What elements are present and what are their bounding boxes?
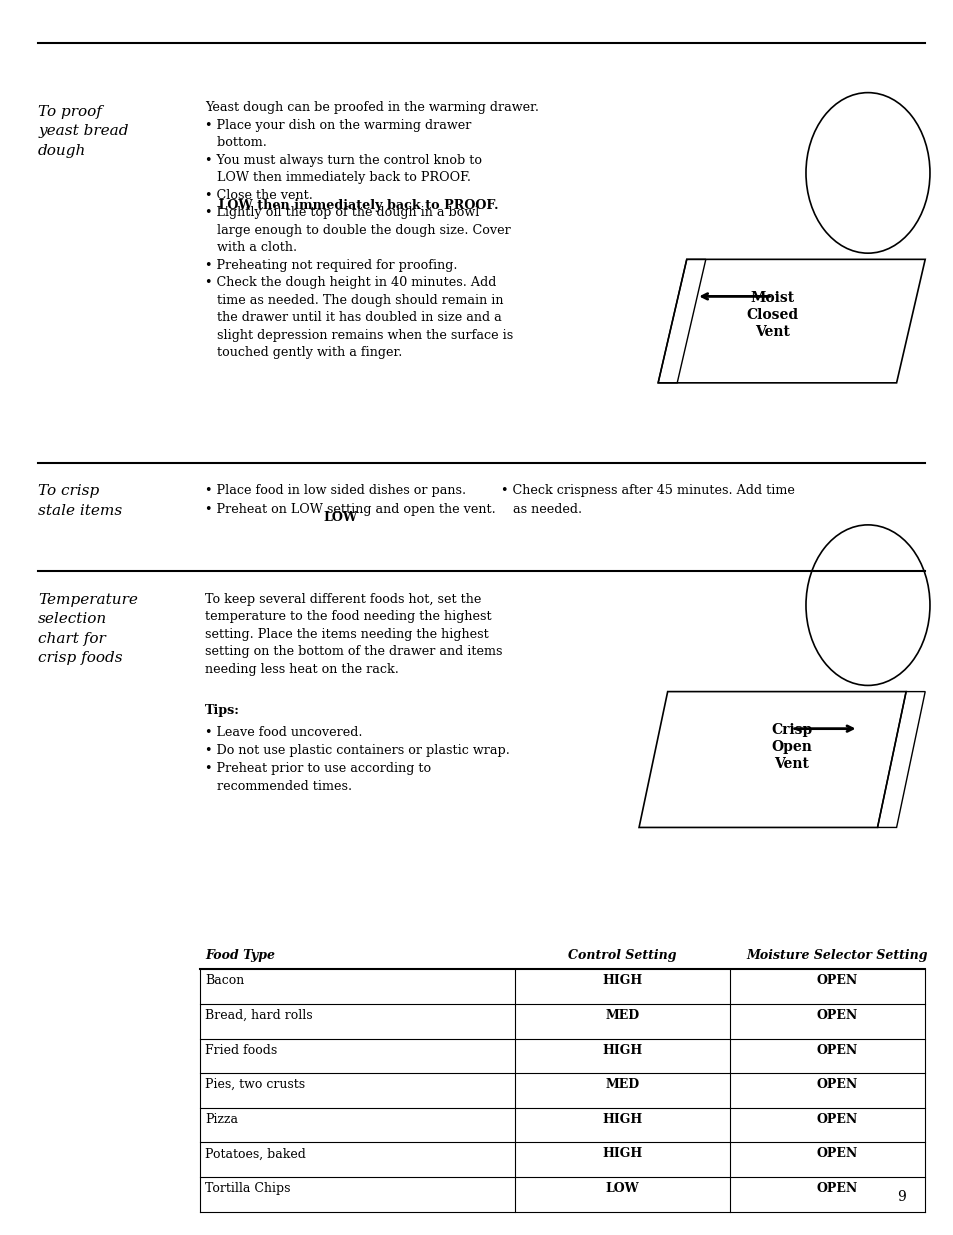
Text: • Place food in low sided dishes or pans.
• Preheat on LOW setting and open the : • Place food in low sided dishes or pans… [205,484,496,516]
Text: LOW then immediately back to PROOF.: LOW then immediately back to PROOF. [205,199,498,212]
Text: OPEN: OPEN [816,974,857,988]
Text: HIGH: HIGH [601,1044,641,1057]
Text: OPEN: OPEN [816,1182,857,1195]
Text: Moisture Selector Setting: Moisture Selector Setting [745,948,926,962]
Text: Fried foods: Fried foods [205,1044,277,1057]
Text: 9: 9 [897,1191,905,1204]
Text: Yeast dough can be proofed in the warming drawer.
• Place your dish on the warmi: Yeast dough can be proofed in the warmin… [205,101,538,359]
Text: OPEN: OPEN [816,1078,857,1092]
Text: Control Setting: Control Setting [568,948,676,962]
Text: OPEN: OPEN [816,1147,857,1161]
Text: Bread, hard rolls: Bread, hard rolls [205,1009,313,1023]
Text: To crisp
stale items: To crisp stale items [38,484,122,517]
Text: OPEN: OPEN [816,1044,857,1057]
Text: Moist
Closed
Vent: Moist Closed Vent [746,290,798,340]
Text: Potatoes, baked: Potatoes, baked [205,1147,306,1161]
Text: MED: MED [604,1078,639,1092]
Text: To proof
yeast bread
dough: To proof yeast bread dough [38,105,129,158]
Text: HIGH: HIGH [601,1147,641,1161]
Text: HIGH: HIGH [601,974,641,988]
Text: Tips:: Tips: [205,704,240,718]
Text: LOW: LOW [323,511,357,524]
Text: • Preheat on LOW setting and open the vent.: • Preheat on LOW setting and open the ve… [205,509,526,522]
Text: To keep several different foods hot, set the
temperature to the food needing the: To keep several different foods hot, set… [205,593,502,676]
Text: Food Type: Food Type [205,948,274,962]
Text: OPEN: OPEN [816,1113,857,1126]
Text: Crisp
Open
Vent: Crisp Open Vent [770,722,811,772]
Text: Pizza: Pizza [205,1113,238,1126]
Text: Bacon: Bacon [205,974,244,988]
Text: HIGH: HIGH [601,1113,641,1126]
Text: • Check crispness after 45 minutes. Add time
   as needed.: • Check crispness after 45 minutes. Add … [500,484,794,516]
Text: OPEN: OPEN [816,1009,857,1023]
Text: Yeast dough can be proofed in the warming drawer.
• Place your dish on the warmi: Yeast dough can be proofed in the warmin… [205,101,538,167]
Text: Pies, two crusts: Pies, two crusts [205,1078,305,1092]
Text: LOW: LOW [605,1182,639,1195]
Text: MED: MED [604,1009,639,1023]
Text: Temperature
selection
chart for
crisp foods: Temperature selection chart for crisp fo… [38,593,138,666]
Text: Tortilla Chips: Tortilla Chips [205,1182,291,1195]
Text: • Leave food uncovered.
• Do not use plastic containers or plastic wrap.
• Prehe: • Leave food uncovered. • Do not use pla… [205,726,510,793]
